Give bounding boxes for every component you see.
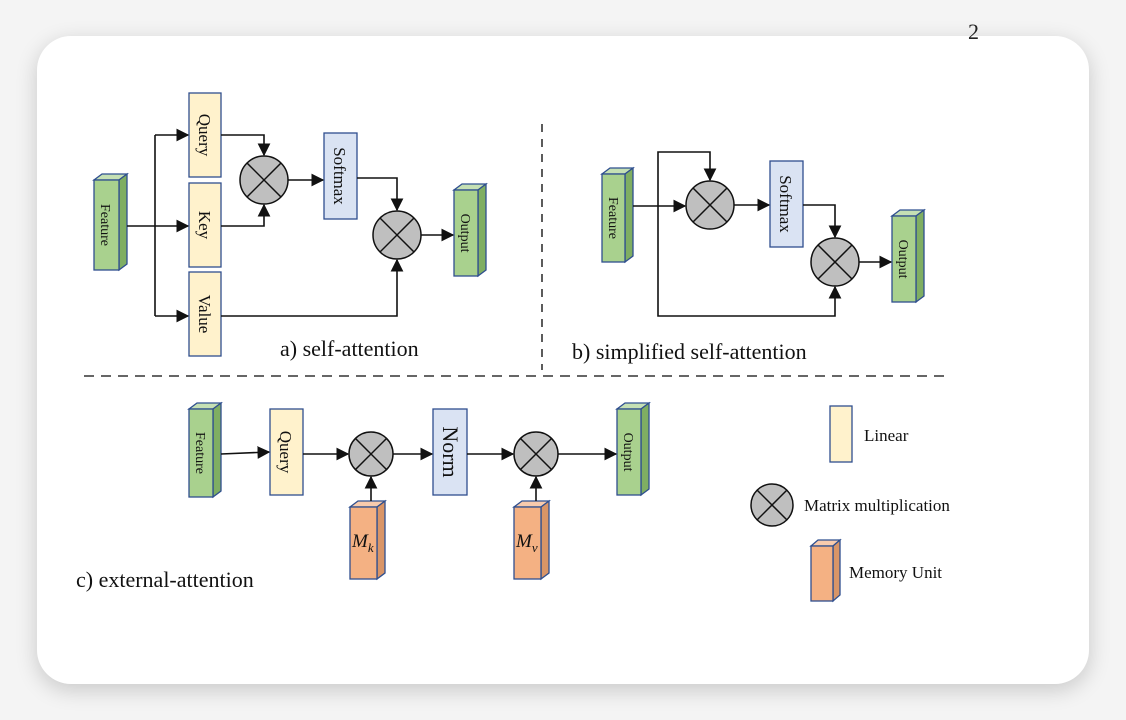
- query-box-c: Query: [269, 408, 304, 496]
- legend: Linear Matrix multiplication Memory Unit: [750, 405, 950, 603]
- memory-unit-mv: Mv: [512, 499, 551, 581]
- softmax-box-a: Softmax: [323, 132, 358, 220]
- memory-unit-mk: Mk: [348, 499, 387, 581]
- caption-c: c) external-attention: [76, 567, 254, 592]
- norm-box-c: Norm: [432, 408, 468, 496]
- arrows-b: [633, 151, 893, 317]
- matmul-circle-b1: [685, 180, 735, 230]
- caption-b: b) simplified self-attention: [572, 339, 807, 364]
- query-box-a: Query: [188, 92, 222, 178]
- caption-a: a) self-attention: [280, 336, 419, 361]
- mv-sub: v: [532, 540, 538, 555]
- feature-label-a: Feature: [97, 204, 112, 246]
- panel-b: Feature Softmax Output: [572, 151, 926, 364]
- feature-box-a: Feature: [92, 172, 129, 272]
- matmul-circle-c1: [348, 431, 394, 477]
- softmax-box-b: Softmax: [769, 160, 804, 248]
- query-label-a: Query: [195, 114, 214, 157]
- output-box-c: Output: [615, 401, 651, 497]
- matmul-circle-a1: [239, 155, 289, 205]
- query-label-c: Query: [276, 431, 295, 474]
- feature-label-c: Feature: [192, 432, 207, 474]
- feature-box-c: Feature: [187, 401, 223, 499]
- output-label-c: Output: [620, 433, 635, 472]
- legend-matmul-label: Matrix multiplication: [804, 496, 950, 515]
- arrows-a: [127, 128, 455, 323]
- matmul-circle-c2: [513, 431, 559, 477]
- feature-box-b: Feature: [600, 166, 635, 264]
- mk-base: M: [351, 531, 369, 552]
- output-box-b: Output: [890, 208, 926, 304]
- feature-label-b: Feature: [605, 197, 620, 239]
- panel-a: Feature Query Key Value Softmax Output: [92, 92, 488, 361]
- key-box-a: Key: [188, 182, 222, 268]
- stray-mark: 2: [968, 19, 979, 44]
- legend-linear: Linear: [829, 405, 909, 463]
- matmul-circle-b2: [810, 237, 860, 287]
- svg-text:Mk: Mk: [351, 531, 374, 555]
- legend-linear-label: Linear: [864, 426, 909, 445]
- key-label-a: Key: [195, 211, 214, 240]
- legend-memory: Memory Unit: [809, 538, 942, 603]
- legend-matmul: Matrix multiplication: [750, 483, 950, 527]
- arrows-c: [220, 446, 618, 501]
- value-label-a: Value: [195, 295, 214, 334]
- mk-sub: k: [368, 540, 374, 555]
- softmax-label-b: Softmax: [776, 175, 795, 233]
- softmax-label-a: Softmax: [330, 147, 349, 205]
- output-label-b: Output: [895, 240, 910, 279]
- svg-text:Mv: Mv: [515, 531, 538, 555]
- output-box-a: Output: [452, 182, 488, 278]
- legend-memory-label: Memory Unit: [849, 563, 942, 582]
- panel-c: Feature Query Norm Output: [76, 401, 651, 592]
- mv-base: M: [515, 531, 533, 552]
- value-box-a: Value: [188, 271, 222, 357]
- matmul-circle-a2: [372, 210, 422, 260]
- norm-label-c: Norm: [438, 426, 463, 477]
- output-label-a: Output: [457, 214, 472, 253]
